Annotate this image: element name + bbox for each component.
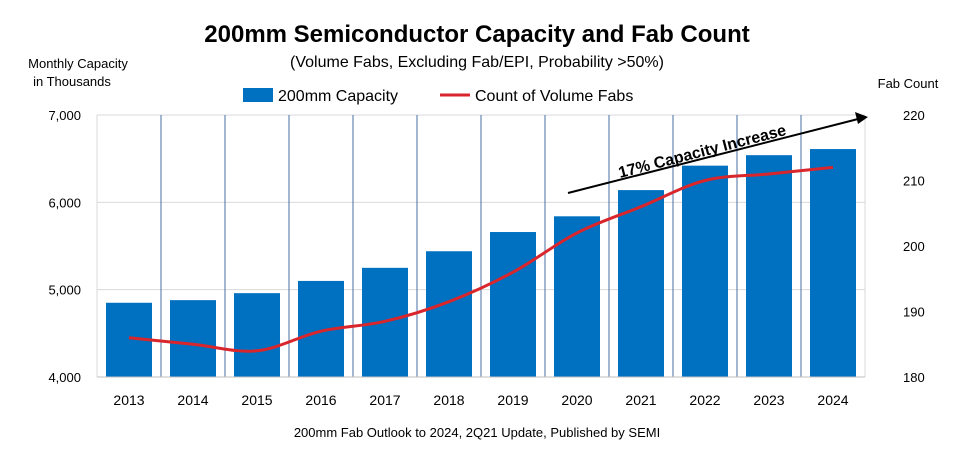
right-axis-label: Fab Count (878, 76, 939, 91)
bar-2023 (746, 155, 792, 377)
chart-subtitle: (Volume Fabs, Excluding Fab/EPI, Probabi… (290, 54, 664, 71)
left-tick-label: 6,000 (48, 195, 81, 210)
legend-line-label: Count of Volume Fabs (475, 88, 633, 105)
x-tick-label: 2023 (753, 392, 784, 408)
bar-2015 (234, 293, 280, 377)
chart-title: 200mm Semiconductor Capacity and Fab Cou… (204, 21, 749, 48)
bar-2018 (426, 251, 472, 377)
left-tick-label: 7,000 (48, 108, 81, 123)
arrow-head-icon (855, 112, 868, 124)
x-tick-label: 2014 (177, 392, 208, 408)
annotation-arrow (567, 117, 863, 194)
x-tick-label: 2015 (241, 392, 272, 408)
left-tick-label: 4,000 (48, 370, 81, 385)
left-tick-label: 5,000 (48, 283, 81, 298)
footnote: 200mm Fab Outlook to 2024, 2Q21 Update, … (294, 425, 660, 440)
left-axis-label-line2: in Thousands (33, 74, 111, 89)
right-tick-label: 180 (903, 370, 925, 385)
x-tick-label: 2022 (689, 392, 720, 408)
bar-2020 (554, 216, 600, 377)
right-tick-label: 210 (903, 174, 925, 189)
bar-2021 (618, 190, 664, 377)
x-tick-label: 2024 (817, 392, 848, 408)
x-tick-label: 2019 (497, 392, 528, 408)
x-tick-label: 2021 (625, 392, 656, 408)
bar-2024 (810, 149, 856, 377)
fab-count-line (128, 165, 834, 353)
x-tick-label: 2017 (369, 392, 400, 408)
bar-2014 (170, 300, 216, 377)
right-tick-label: 190 (903, 305, 925, 320)
x-tick-label: 2018 (433, 392, 464, 408)
x-tick-label: 2020 (561, 392, 592, 408)
x-tick-label: 2013 (113, 392, 144, 408)
bar-2022 (682, 165, 728, 377)
left-axis-label-line1: Monthly Capacity (28, 56, 128, 71)
right-tick-label: 200 (903, 239, 925, 254)
right-tick-label: 220 (903, 108, 925, 123)
legend-bar-swatch (243, 88, 273, 102)
x-tick-label: 2016 (305, 392, 336, 408)
bar-2019 (490, 232, 536, 377)
legend-bar-label: 200mm Capacity (278, 88, 398, 105)
